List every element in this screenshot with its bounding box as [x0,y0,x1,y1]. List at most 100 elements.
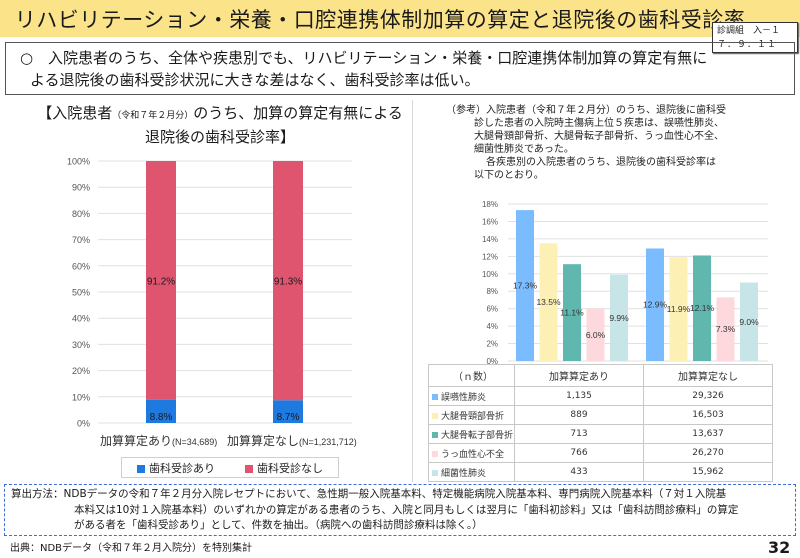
table-row: うっ血性心不全 766 26,270 [428,443,773,463]
badge-committee: 診調組 入－１ [717,26,781,36]
row-label: 誤嚥性肺炎 [441,392,487,403]
legend-label-no-dental-visit: 歯科受診なし [257,461,323,475]
data-label: 11.1% [560,308,584,318]
cell-without: 29,326 [643,386,773,406]
data-label: 91.2% [147,276,175,287]
document-id-badge: 診調組 入－１ ７．９．１１ [712,22,798,53]
cell-with: 889 [514,405,644,425]
data-label: 9.0% [739,317,759,327]
y-tick-label: 8% [486,287,498,296]
bar-segment [273,400,303,423]
left-stacked-bar-chart: 0% 10% 20% 30% 40% 50% 60% 70% 80% 90% 100% 8.8% 91.… [67,157,357,449]
cell-without: 13,637 [643,424,773,444]
bar-segment [273,161,303,401]
cell-without: 16,503 [643,405,773,425]
data-label: 17.3% [513,281,538,291]
y-tick-label: 50% [72,288,90,298]
legend-swatch-dental-visit [137,464,145,473]
y-tick-label: 0% [77,419,90,429]
x-category-label: 加算算定あり [100,433,172,448]
bar [516,210,534,361]
y-tick-label: 60% [72,261,90,271]
y-tick-label: 14% [482,235,498,244]
badge-date: ７．９．１１ [717,40,778,50]
method-line-2: 本料又は10対１入院基本料）のいずれかの算定がある患者のうち、入院と同月もしくは… [74,503,739,516]
data-label: 8.8% [150,412,173,423]
y-tick-label: 12% [482,252,498,261]
data-label: 9.9% [609,313,629,323]
legend-item-dental-visit: 歯科受診あり [137,460,215,476]
n-count-table: （ｎ数） 加算算定あり 加算算定なし 誤嚥性肺炎 1,135 29,326 大腿… [428,364,773,482]
legend-item-no-dental-visit: 歯科受診なし [245,460,323,476]
legend-label-dental-visit: 歯科受診あり [149,461,215,475]
bar [586,308,605,361]
swatch-icon [432,451,438,457]
bar-segment [146,399,176,423]
method-key: 算出方法： [11,488,64,500]
table-row: 誤嚥性肺炎 1,135 29,326 [428,386,773,406]
bar [716,297,735,361]
x-category-label: 加算算定なし [227,433,299,448]
swatch-icon [432,432,438,438]
data-label: 11.9% [667,304,691,314]
y-tick-label: 16% [482,217,498,226]
bar [563,264,581,361]
header-with-addition: 加算算定あり [514,364,644,387]
table-row: 細菌性肺炎 433 15,962 [428,462,773,482]
data-label: 12.1% [690,303,715,313]
left-chart-heading: 【入院患者（令和７年２月分）のうち、加算の算定有無による 退院後の歯科受診率】 [30,103,410,148]
left-chart-legend: 歯科受診あり 歯科受診なし [121,457,339,478]
y-tick-label: 80% [72,209,90,219]
bullet-icon: ○ [20,49,34,67]
title-bar [0,0,800,37]
data-label: 7.3% [716,324,736,334]
y-tick-label: 10% [482,270,498,279]
data-label: 8.7% [277,412,300,423]
cell-with: 713 [514,424,644,444]
y-tick-label: 40% [72,314,90,324]
ref-line-5: 各疾患別の入院患者のうち、退院後の歯科受診率は [486,157,716,168]
source-citation: 出典：NDBデータ（令和７年２月入院分）を特別集計 [10,543,253,554]
heading-small: （令和７年２月分） [112,111,194,121]
legend-swatch-no-dental-visit [245,464,253,473]
summary-line-1: 入院患者のうち、全体や疾患別でも、リハビリテーション・栄養・口腔連携体制加算の算… [48,49,708,67]
swatch-icon [432,470,438,476]
y-tick-label: 30% [72,340,90,350]
y-tick-label: 10% [72,392,90,402]
y-tick-label: 90% [72,183,90,193]
cell-with: 766 [514,443,644,463]
summary-line-2: よる退院後の歯科受診状況に大きな差はなく、歯科受診率は低い。 [30,71,480,89]
y-tick-label: 6% [486,305,498,314]
y-tick-label: 4% [486,322,498,331]
swatch-icon [432,394,438,400]
page-title: リハビリテーション・栄養・口腔連携体制加算の算定と退院後の歯科受診率 [14,8,746,32]
row-label: うっ血性心不全 [441,449,505,460]
ref-line-6: 以下のとおり。 [474,170,544,181]
table-row: 大腿骨転子部骨折 713 13,637 [428,424,773,444]
swatch-icon [432,413,438,419]
x-category-note: (N=1,231,712) [299,437,357,447]
y-tick-label: 20% [72,366,90,376]
table-row: 大腿骨頸部骨折 889 16,503 [428,405,773,425]
y-tick-label: 0% [486,357,498,366]
data-label: 6.0% [586,330,606,340]
y-tick-label: 18% [482,200,498,209]
right-grouped-bar-chart: 0% 2% 4% 6% 8% 10% 12% 14% 16% 18% 17.3% 13.5%11.1%… [482,200,768,366]
data-label: 91.3% [274,277,302,288]
cell-with: 433 [514,462,644,482]
header-without-addition: 加算算定なし [643,364,773,387]
method-line-1: NDBデータの令和７年２月分入院レセプトにおいて、急性期一般入院基本料、特定機能… [63,488,727,500]
calculation-method-note: 算出方法： NDBデータの令和７年２月分入院レセプトにおいて、急性期一般入院基本料… [4,484,796,536]
ref-line-1: （参考）入院患者（令和７年２月分）のうち、退院後に歯科受 [446,105,726,116]
ref-line-2: 診した患者の入院時主傷病上位５疾患は、誤嚥性肺炎、 [474,118,724,129]
y-tick-label: 2% [486,340,498,349]
ref-line-3: 大腿骨頸部骨折、大腿骨転子部骨折、うっ血性心不全、 [474,131,724,142]
bar [669,257,688,361]
x-category-note: (N=34,689) [172,437,217,447]
data-label: 12.9% [643,300,668,310]
data-label: 13.5% [536,297,561,307]
cell-with: 1,135 [514,386,644,406]
bar [610,274,628,361]
cell-without: 15,962 [643,462,773,482]
heading-line-2: 退院後の歯科受診率】 [144,128,295,146]
